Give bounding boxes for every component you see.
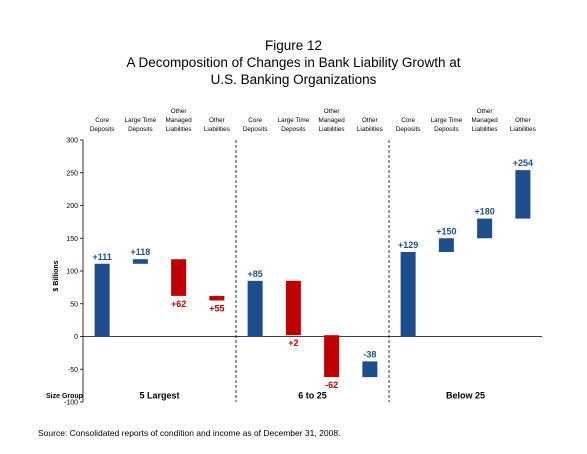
category-label: Deposits bbox=[243, 126, 268, 133]
category-label: Liabilities bbox=[472, 126, 498, 133]
category-label: Deposits bbox=[396, 126, 421, 133]
waterfall-bar bbox=[247, 280, 263, 337]
waterfall-bar bbox=[400, 252, 416, 337]
waterfall-bar bbox=[515, 170, 531, 219]
category-label: Core bbox=[95, 117, 109, 124]
waterfall-bar bbox=[94, 263, 110, 337]
category-label: Other bbox=[209, 117, 225, 124]
y-tick-label: 100 bbox=[66, 269, 78, 276]
waterfall-bar bbox=[171, 259, 187, 296]
size-group-label: Size Group bbox=[46, 393, 83, 400]
category-label: Core bbox=[248, 117, 262, 124]
data-label: +129 bbox=[398, 240, 418, 250]
category-label: Deposits bbox=[128, 126, 153, 133]
waterfall-bar bbox=[132, 259, 148, 264]
y-tick-label: 300 bbox=[66, 138, 78, 145]
y-tick-label: -50 bbox=[68, 367, 78, 374]
data-label: +85 bbox=[247, 269, 262, 279]
data-label: +62 bbox=[171, 299, 186, 309]
chart-title-line-2: U.S. Banking Organizations bbox=[210, 72, 377, 87]
category-label: Liabilities bbox=[357, 126, 383, 133]
y-tick-label: 250 bbox=[66, 170, 78, 177]
category-label: Large Time bbox=[431, 117, 463, 124]
data-label: +118 bbox=[130, 247, 150, 257]
y-tick-label: 0 bbox=[74, 334, 78, 341]
category-label: Liabilities bbox=[319, 126, 345, 133]
waterfall-bar bbox=[209, 295, 225, 301]
category-label: Core bbox=[401, 117, 415, 124]
category-label: Managed bbox=[318, 117, 345, 124]
y-tick-label: 150 bbox=[66, 236, 78, 243]
category-label: Large Time bbox=[278, 117, 310, 124]
category-label: Other bbox=[477, 108, 493, 115]
waterfall-bar bbox=[324, 335, 340, 378]
category-label: Liabilities bbox=[204, 126, 230, 133]
figure-label: Figure 12 bbox=[264, 38, 323, 53]
data-label: +254 bbox=[513, 158, 533, 168]
category-label: Deposits bbox=[90, 126, 115, 133]
data-label: +2 bbox=[288, 338, 298, 348]
y-tick-label: 50 bbox=[70, 301, 78, 308]
category-label: Other bbox=[324, 108, 340, 115]
data-label: +111 bbox=[92, 252, 111, 262]
y-axis-label: $ Billions bbox=[53, 260, 60, 291]
waterfall-bar bbox=[362, 361, 378, 378]
category-label: Deposits bbox=[281, 126, 306, 133]
category-label: Liabilities bbox=[510, 126, 536, 133]
category-label: Managed bbox=[165, 117, 192, 124]
y-tick-label: 200 bbox=[66, 203, 78, 210]
waterfall-bar bbox=[438, 238, 454, 253]
chart-title-line-1: A Decomposition of Changes in Bank Liabi… bbox=[126, 55, 461, 70]
category-label: Deposits bbox=[434, 126, 459, 133]
data-label: -62 bbox=[325, 380, 338, 390]
waterfall-bar bbox=[285, 280, 301, 336]
data-label: +180 bbox=[474, 207, 494, 217]
data-label: -38 bbox=[363, 349, 376, 359]
data-label: +55 bbox=[209, 303, 224, 313]
group-label: 5 Largest bbox=[139, 390, 179, 400]
category-label: Other bbox=[171, 108, 187, 115]
waterfall-bar bbox=[477, 218, 493, 239]
category-label: Other bbox=[362, 117, 378, 124]
source-note: Source: Consolidated reports of conditio… bbox=[38, 428, 341, 438]
category-label: Managed bbox=[471, 117, 498, 124]
data-label: +150 bbox=[436, 226, 456, 236]
category-label: Liabilities bbox=[166, 126, 192, 133]
group-label: 6 to 25 bbox=[298, 390, 327, 400]
category-label: Large Time bbox=[125, 117, 157, 124]
group-label: Below 25 bbox=[446, 390, 485, 400]
y-tick-label: -100 bbox=[64, 400, 78, 407]
category-label: Other bbox=[515, 117, 531, 124]
